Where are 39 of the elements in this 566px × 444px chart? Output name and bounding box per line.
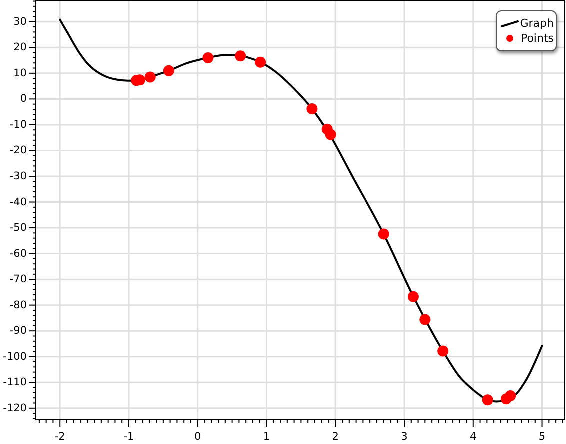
y-tick-label: -20 xyxy=(10,144,27,157)
point xyxy=(378,228,390,240)
y-tick-label: 10 xyxy=(14,67,27,80)
point xyxy=(482,394,494,406)
y-tick-label: -110 xyxy=(3,376,27,389)
point xyxy=(306,103,318,114)
x-tick-label: 0 xyxy=(194,431,202,443)
x-tick-label: -2 xyxy=(54,431,66,443)
x-tick-label: 3 xyxy=(401,431,408,443)
y-tick-label: -90 xyxy=(10,325,27,338)
x-tick-label: 2 xyxy=(332,431,339,443)
y-tick-label: 20 xyxy=(14,42,27,54)
point xyxy=(408,291,419,302)
y-tick-label: -50 xyxy=(10,222,27,234)
point xyxy=(255,56,266,68)
point xyxy=(420,314,431,326)
point xyxy=(144,72,156,83)
point xyxy=(325,129,336,140)
legend-label: Points xyxy=(520,32,554,45)
y-tick-label: -100 xyxy=(3,350,27,363)
legend-label: Graph xyxy=(520,17,554,30)
y-tick-label: -80 xyxy=(10,299,27,312)
x-tick-label: 1 xyxy=(263,431,270,443)
y-tick-label: 0 xyxy=(20,93,27,106)
point xyxy=(163,65,174,76)
y-tick-label: -10 xyxy=(10,118,27,131)
point xyxy=(438,346,449,357)
y-tick-label: 30 xyxy=(14,16,27,28)
x-tick-label: -1 xyxy=(124,431,134,443)
point xyxy=(235,50,246,62)
y-tick-label: -30 xyxy=(10,170,27,182)
point xyxy=(202,52,214,64)
y-tick-label: -40 xyxy=(10,196,27,208)
y-tick-label: -60 xyxy=(10,248,27,260)
y-tick-label: -120 xyxy=(3,402,27,414)
y-tick-label: -70 xyxy=(10,274,27,286)
x-tick-label: 5 xyxy=(538,431,546,443)
point xyxy=(505,390,516,402)
x-tick-label: 4 xyxy=(470,431,478,443)
